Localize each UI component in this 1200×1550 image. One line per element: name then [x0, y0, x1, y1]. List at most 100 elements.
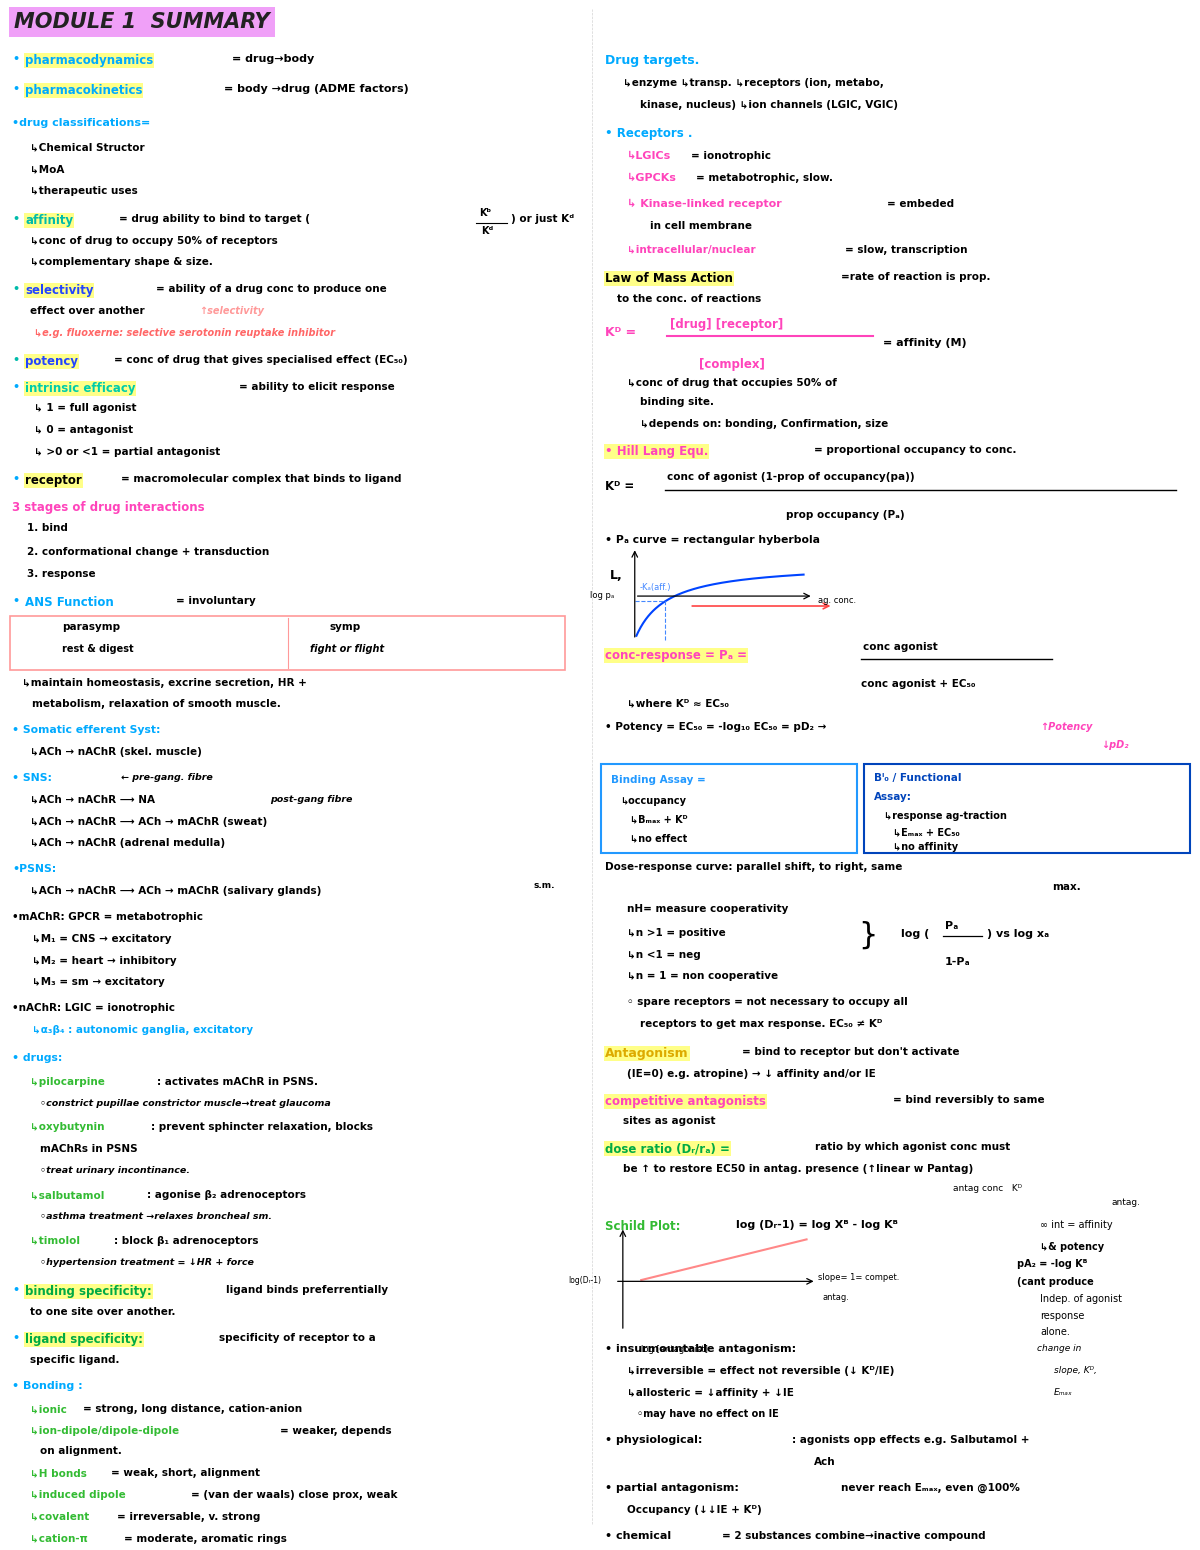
Text: ↳LGICs: ↳LGICs	[626, 152, 671, 161]
Text: ↳ionic: ↳ionic	[30, 1404, 67, 1415]
Text: • physiological:: • physiological:	[605, 1435, 702, 1445]
Text: pharmacokinetics: pharmacokinetics	[25, 84, 143, 96]
Text: Drug targets.: Drug targets.	[605, 54, 700, 67]
Text: = weak, short, alignment: = weak, short, alignment	[112, 1468, 260, 1479]
Text: •: •	[12, 355, 19, 364]
Text: Kᴰ =: Kᴰ =	[605, 480, 635, 493]
Text: binding site.: binding site.	[640, 397, 714, 408]
Text: = drug→body: = drug→body	[232, 54, 314, 64]
Text: ) or just Kᵈ: ) or just Kᵈ	[511, 214, 574, 223]
Text: = moderate, aromatic rings: = moderate, aromatic rings	[125, 1533, 287, 1544]
Text: Occupancy (↓↓IE + Kᴰ): Occupancy (↓↓IE + Kᴰ)	[626, 1505, 762, 1514]
Text: log pₐ: log pₐ	[590, 591, 614, 600]
Text: •: •	[12, 84, 19, 93]
Text: selectivity: selectivity	[25, 284, 94, 298]
Text: ↳ACh → nAChR ⟶ ACh → mAChR (sweat): ↳ACh → nAChR ⟶ ACh → mAChR (sweat)	[30, 817, 268, 826]
Text: = body →drug (ADME factors): = body →drug (ADME factors)	[223, 84, 408, 93]
Text: ↳response ag-traction: ↳response ag-traction	[884, 811, 1007, 820]
Text: nH= measure cooperativity: nH= measure cooperativity	[626, 904, 788, 914]
Text: Bᴵ₀ / Functional: Bᴵ₀ / Functional	[874, 773, 961, 783]
Text: ↑selectivity: ↑selectivity	[199, 305, 264, 316]
Text: = macromolecular complex that binds to ligand: = macromolecular complex that binds to l…	[121, 474, 402, 484]
Text: •drug classifications=: •drug classifications=	[12, 118, 150, 129]
Text: ) vs log xₐ: ) vs log xₐ	[988, 928, 1050, 939]
Text: = ionotrophic: = ionotrophic	[691, 152, 772, 161]
Text: to one site over another.: to one site over another.	[30, 1307, 175, 1317]
Text: effect over another: effect over another	[30, 305, 145, 316]
Text: Assay:: Assay:	[874, 792, 912, 801]
Text: • partial antagonism:: • partial antagonism:	[605, 1483, 739, 1493]
Text: ↳occupancy: ↳occupancy	[620, 795, 686, 806]
Text: 1. bind: 1. bind	[28, 522, 68, 533]
Text: ↳n <1 = neg: ↳n <1 = neg	[626, 950, 701, 959]
Text: ↳ >0 or <1 = partial antagonist: ↳ >0 or <1 = partial antagonist	[34, 446, 221, 457]
Text: Indep. of agonist: Indep. of agonist	[1040, 1294, 1122, 1304]
Text: • Pₐ curve = rectangular hyberbola: • Pₐ curve = rectangular hyberbola	[605, 535, 820, 544]
Text: log (Dᵣ-1) = log Xᴮ - log Kᴮ: log (Dᵣ-1) = log Xᴮ - log Kᴮ	[736, 1220, 898, 1229]
Text: ↳ion-dipole/dipole-dipole: ↳ion-dipole/dipole-dipole	[30, 1426, 179, 1437]
Text: ◦asthma treatment →relaxes broncheal sm.: ◦asthma treatment →relaxes broncheal sm.	[40, 1212, 272, 1221]
Text: log [antagonist]: log [antagonist]	[641, 1345, 708, 1353]
Text: • chemical: • chemical	[605, 1530, 671, 1541]
Text: 1-Pₐ: 1-Pₐ	[944, 956, 971, 967]
Text: (cant produce: (cant produce	[1018, 1277, 1094, 1288]
Text: ↳induced dipole: ↳induced dipole	[30, 1490, 126, 1500]
Text: •: •	[12, 214, 19, 223]
Text: : activates mAChR in PSNS.: : activates mAChR in PSNS.	[157, 1077, 318, 1087]
Text: never reach Eₘₐₓ, even @100%: never reach Eₘₐₓ, even @100%	[841, 1483, 1020, 1493]
Text: Law of Mass Action: Law of Mass Action	[605, 273, 733, 285]
Text: [drug] [receptor]: [drug] [receptor]	[670, 318, 782, 332]
Text: ↳n = 1 = non cooperative: ↳n = 1 = non cooperative	[626, 972, 778, 981]
Text: ∞ int = affinity: ∞ int = affinity	[1040, 1220, 1112, 1229]
Text: slope, Kᴰ,: slope, Kᴰ,	[1054, 1366, 1097, 1375]
Text: ↳therapeutic uses: ↳therapeutic uses	[30, 186, 138, 195]
Text: ↳ 0 = antagonist: ↳ 0 = antagonist	[34, 425, 133, 436]
Text: ↳enzyme ↳transp. ↳receptors (ion, metabo,: ↳enzyme ↳transp. ↳receptors (ion, metabo…	[623, 78, 883, 88]
Text: = (van der waals) close prox, weak: = (van der waals) close prox, weak	[191, 1490, 397, 1500]
Text: dose ratio (Dᵣ/rₐ) =: dose ratio (Dᵣ/rₐ) =	[605, 1142, 730, 1155]
Text: •: •	[12, 54, 19, 64]
Text: = weaker, depends: = weaker, depends	[281, 1426, 392, 1437]
Text: ANS Function: ANS Function	[25, 597, 114, 609]
Text: = metabotrophic, slow.: = metabotrophic, slow.	[696, 174, 833, 183]
Text: ↳ACh → nAChR (adrenal medulla): ↳ACh → nAChR (adrenal medulla)	[30, 839, 226, 848]
Text: ↳conc of drug that occupies 50% of: ↳conc of drug that occupies 50% of	[626, 378, 836, 388]
Text: ↳Bₘₐₓ + Kᴰ: ↳Bₘₐₓ + Kᴰ	[630, 815, 688, 825]
Text: L,: L,	[610, 569, 623, 583]
Text: Kᴰ =: Kᴰ =	[605, 326, 636, 339]
Text: ↳ 1 = full agonist: ↳ 1 = full agonist	[34, 403, 137, 414]
Text: Antagonism: Antagonism	[605, 1046, 689, 1060]
Text: ↳ACh → nAChR (skel. muscle): ↳ACh → nAChR (skel. muscle)	[30, 747, 202, 756]
Text: ↳depends on: bonding, Confirmation, size: ↳depends on: bonding, Confirmation, size	[640, 420, 888, 429]
Text: •nAChR: LGIC = ionotrophic: •nAChR: LGIC = ionotrophic	[12, 1003, 175, 1014]
Text: be ↑ to restore EC50 in antag. presence (↑linear w Pantag): be ↑ to restore EC50 in antag. presence …	[623, 1164, 973, 1175]
Text: conc-response = Pₐ =: conc-response = Pₐ =	[605, 649, 746, 662]
Text: = embeded: = embeded	[887, 198, 954, 209]
Text: • Receptors .: • Receptors .	[605, 127, 692, 141]
Text: change in: change in	[1037, 1344, 1081, 1353]
Text: ◦treat urinary incontinance.: ◦treat urinary incontinance.	[40, 1166, 190, 1175]
Text: mAChRs in PSNS: mAChRs in PSNS	[40, 1144, 138, 1155]
Text: ↳timolol: ↳timolol	[30, 1235, 80, 1246]
Text: ↓pD₂: ↓pD₂	[1102, 739, 1129, 750]
Text: ↳complementary shape & size.: ↳complementary shape & size.	[30, 257, 212, 268]
Text: kinase, nucleus) ↳ion channels (LGIC, VGIC): kinase, nucleus) ↳ion channels (LGIC, VG…	[640, 99, 898, 110]
Text: ◦ spare receptors = not necessary to occupy all: ◦ spare receptors = not necessary to occ…	[626, 997, 907, 1008]
Text: •: •	[12, 1333, 19, 1342]
Text: rest & digest: rest & digest	[61, 643, 133, 654]
Text: slope= 1= compet.: slope= 1= compet.	[818, 1274, 900, 1282]
Text: • Somatic efferent Syst:: • Somatic efferent Syst:	[12, 725, 161, 735]
Text: ↳ACh → nAChR ⟶ NA: ↳ACh → nAChR ⟶ NA	[30, 795, 155, 804]
Text: •: •	[12, 381, 19, 392]
Text: ↳irreversible = effect not reversible (↓ Kᴰ/IE): ↳irreversible = effect not reversible (↓…	[626, 1366, 894, 1376]
Text: ↳GPCKs: ↳GPCKs	[626, 174, 677, 183]
Text: ↳M₁ = CNS → excitatory: ↳M₁ = CNS → excitatory	[32, 933, 172, 944]
Text: •: •	[12, 597, 19, 606]
Text: }: }	[858, 921, 877, 950]
Text: log (: log (	[901, 928, 929, 939]
Text: s.m.: s.m.	[534, 880, 554, 890]
Text: pA₂ = -log Kᴮ: pA₂ = -log Kᴮ	[1018, 1260, 1087, 1269]
Text: Dose-response curve: parallel shift, to right, same: Dose-response curve: parallel shift, to …	[605, 862, 902, 873]
Text: ↳pilocarpine: ↳pilocarpine	[30, 1077, 104, 1087]
Text: metabolism, relaxation of smooth muscle.: metabolism, relaxation of smooth muscle.	[32, 699, 281, 710]
